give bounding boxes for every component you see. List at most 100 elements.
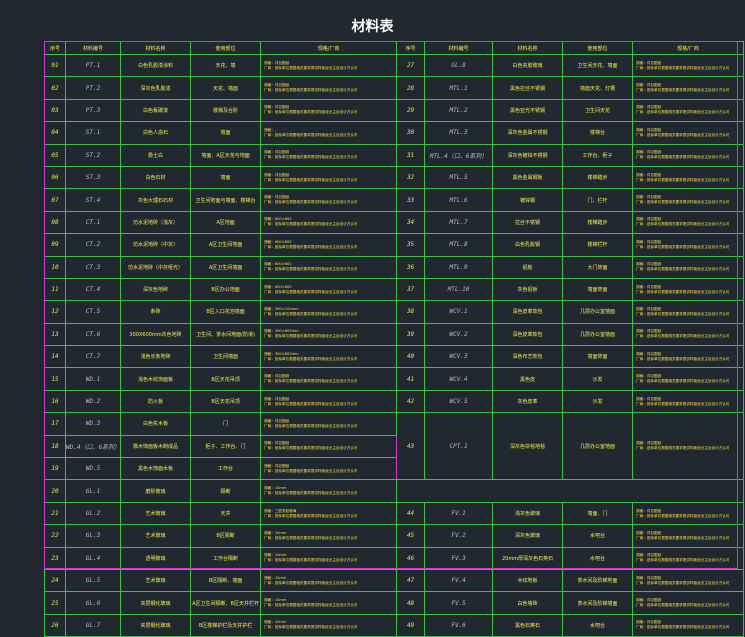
row-number: 42 bbox=[396, 389, 426, 414]
spec-size: 规格：详见图纸 bbox=[636, 172, 662, 177]
spec-size: 规格：详见图纸 bbox=[636, 575, 662, 580]
material-name: 浅色长条地砖 bbox=[120, 345, 192, 369]
spec-size: 规格：600×600 bbox=[264, 284, 292, 289]
usage-area: 隔断 bbox=[190, 479, 262, 503]
usage-area: 天花、墙面 bbox=[190, 76, 262, 100]
header-spec: 规格/厂商 bbox=[260, 41, 398, 55]
material-code: FV.3 bbox=[424, 546, 494, 570]
row-number: 49 bbox=[396, 613, 426, 637]
material-name: 深灰色镀锌不锈钢 bbox=[492, 143, 564, 167]
usage-area: 卫生间、茶水间地面(防滑) bbox=[190, 322, 262, 347]
table-row: 08 CT.1 仿水泥地砖（浅灰） A区地面 规格：600×600 厂商：投标单位根据相关… bbox=[44, 210, 745, 235]
material-code: FV.1 bbox=[424, 501, 494, 526]
spec-vendor: 厂商：投标单位根据相关要求提供样板经业主及设计方认可 bbox=[636, 580, 730, 585]
table-row: 06 ST.3 白色石材 墙面 规格：详见图纸 厂商：投标单位根据相关要求提供样板经业主及… bbox=[44, 165, 745, 190]
material-name: 艺术玻璃 bbox=[120, 501, 192, 526]
spec-vendor: 厂商：投标单位根据相关要求提供样板经业主及设计方认可 bbox=[636, 200, 730, 205]
spec-vendor: 厂商：投标单位根据相关要求提供样板经业主及设计方认可 bbox=[636, 603, 730, 608]
usage-area: 天井 bbox=[190, 501, 262, 526]
spec-vendor: 厂商：投标单位根据相关要求提供样板经业主及设计方认可 bbox=[636, 356, 730, 361]
row-number: 27 bbox=[396, 53, 426, 78]
row-number: 23 bbox=[44, 546, 66, 570]
spec-vendor: 厂商：投标单位根据相关要求提供样板经业主及设计方认可 bbox=[636, 267, 730, 272]
usage-area: B区天花吊顶 bbox=[190, 389, 262, 414]
usage-area: 天花、墙 bbox=[190, 53, 262, 78]
spec-vendor: 厂商：投标单位根据相关要求提供样板经业主及设计方认可 bbox=[264, 423, 358, 428]
material-code: MTL.4（口、6系列） bbox=[424, 143, 494, 167]
row-number: 33 bbox=[396, 188, 426, 212]
usage-area: A区卫生间地面 bbox=[190, 233, 262, 257]
row-number: 20 bbox=[44, 479, 66, 503]
spec-vendor: 厂商：投标单位根据相关要求提供样板经业主及设计方认可 bbox=[636, 88, 730, 93]
header-name: 材料名称 bbox=[120, 41, 192, 55]
material-code: WD.3 bbox=[64, 412, 122, 436]
row-number: 16 bbox=[44, 389, 66, 414]
material-name: 爵士白 bbox=[120, 143, 192, 167]
row-number: 19 bbox=[44, 457, 66, 481]
spec-cell: 规格：600×600 厂商：投标单位根据相关要求提供样板经业主及设计方认可 bbox=[260, 210, 398, 235]
material-code: GL.6 bbox=[64, 591, 122, 615]
material-name: 深灰色金属不锈钢 bbox=[492, 121, 564, 145]
empty-cell bbox=[396, 479, 745, 503]
row-number: 28 bbox=[396, 76, 426, 100]
usage-area: 几层办公室墙面 bbox=[562, 300, 634, 324]
material-name: 黑色亚光不锈钢 bbox=[492, 98, 564, 123]
spec-vendor: 厂商：投标单位根据相关要求提供样板经业主及设计方认可 bbox=[636, 244, 730, 249]
spec-vendor: 厂商：投标单位根据相关要求提供样板经业主及设计方认可 bbox=[636, 289, 730, 294]
material-code: ST.4 bbox=[64, 188, 122, 212]
usage-area: B区隔断 bbox=[190, 524, 262, 548]
table-row: 10 CT.3 仿水泥地砖（中灰哑光） A区卫生间墙面 规格：600×600 厂商：投标单… bbox=[44, 255, 745, 279]
material-name: 条砖 bbox=[120, 300, 192, 324]
usage-area: 墙面、A区天花与地面 bbox=[190, 143, 262, 167]
material-code: CT.3 bbox=[64, 255, 122, 279]
row-number: 07 bbox=[44, 188, 66, 212]
table-row: 20 GL.1 磨砂玻璃 隔断 规格：10mm 厂商：投标单位根据相关要求提供样板经业主及… bbox=[44, 479, 745, 503]
header-name: 材料名称 bbox=[492, 41, 564, 55]
usage-area: 几层办公室墙面 bbox=[562, 322, 634, 347]
materials-table: 序号 材料编号 材料名称 使用部位 规格/厂商 序号 材料编号 材料名称 使用部… bbox=[44, 41, 745, 637]
spec-size: 规格：详见图纸 bbox=[264, 441, 290, 446]
spec-size: 规格：详见图纸 bbox=[636, 441, 662, 446]
row-number: 39 bbox=[396, 322, 426, 347]
material-name: 防火板 bbox=[120, 389, 192, 414]
spec-vendor: 厂商：投标单位根据相关要求提供样板经业主及设计方认可 bbox=[264, 155, 358, 160]
material-name: 艺术玻璃 bbox=[120, 568, 192, 593]
spec-vendor: 厂商：投标单位根据相关要求提供样板经业主及设计方认可 bbox=[264, 446, 358, 451]
material-code: WCV.4 bbox=[424, 367, 494, 391]
usage-area: 楼梯台 bbox=[562, 121, 634, 145]
spec-vendor: 厂商：投标单位根据相关要求提供样板经业主及设计方认可 bbox=[264, 379, 358, 384]
spec-size: 规格：详见图纸 bbox=[636, 553, 662, 558]
material-code: WCV.2 bbox=[424, 322, 494, 347]
spec-size: 规格：详见图纸 bbox=[264, 172, 290, 177]
spec-cell: 规格：详见图纸 厂商：投标单位根据相关要求提供样板经业主及设计方认可 bbox=[632, 277, 745, 302]
material-code: CT.6 bbox=[64, 322, 122, 347]
spec-size: 规格：10mm bbox=[264, 553, 287, 558]
material-name: 20mm厚深灰色石英石 bbox=[492, 546, 564, 570]
material-code: GL.1 bbox=[64, 479, 122, 503]
material-name: 深灰色乳胶漆 bbox=[120, 76, 192, 100]
usage-area: 楼梯及台阶 bbox=[190, 98, 262, 123]
material-name: 磨砂玻璃 bbox=[120, 479, 192, 503]
spec-vendor: 厂商：投标单位根据相关要求提供样板经业主及设计方认可 bbox=[636, 334, 730, 339]
usage-area: 水吧台 bbox=[562, 524, 634, 548]
spec-cell: 规格：详见图纸 厂商：投标单位根据相关要求提供样板经业主及设计方认可 bbox=[260, 434, 398, 459]
row-number: 04 bbox=[44, 121, 66, 145]
row-number: 11 bbox=[44, 277, 66, 302]
row-number: 34 bbox=[396, 210, 426, 235]
spec-size: 规格：详见图纸 bbox=[264, 396, 290, 401]
spec-vendor: 厂商：投标单位根据相关要求提供样板经业主及设计方认可 bbox=[264, 468, 358, 473]
usage-area: 楼梯栏杆 bbox=[562, 233, 634, 257]
material-code: WD.1 bbox=[64, 367, 122, 391]
spec-size: 规格：详见图纸 bbox=[636, 262, 662, 267]
usage-area: B区隔断、墙面 bbox=[190, 568, 262, 593]
spec-size: 规格：详见图纸 bbox=[636, 374, 662, 379]
row-number: 18 bbox=[44, 434, 66, 459]
usage-area: 楼梯踏步 bbox=[562, 165, 634, 190]
spec-size: 规格：详见图纸 bbox=[636, 195, 662, 200]
usage-area: 大门饰面 bbox=[562, 255, 634, 279]
row-number: 17 bbox=[44, 412, 66, 436]
spec-cell: 规格：详见图纸 厂商：投标单位根据相关要求提供样板经业主及设计方认可 bbox=[260, 412, 398, 436]
spec-size: 规格：详见图纸 bbox=[636, 351, 662, 356]
spec-size: 规格：详见图纸 bbox=[264, 463, 290, 468]
material-name: 拉丝不锈钢 bbox=[492, 210, 564, 235]
